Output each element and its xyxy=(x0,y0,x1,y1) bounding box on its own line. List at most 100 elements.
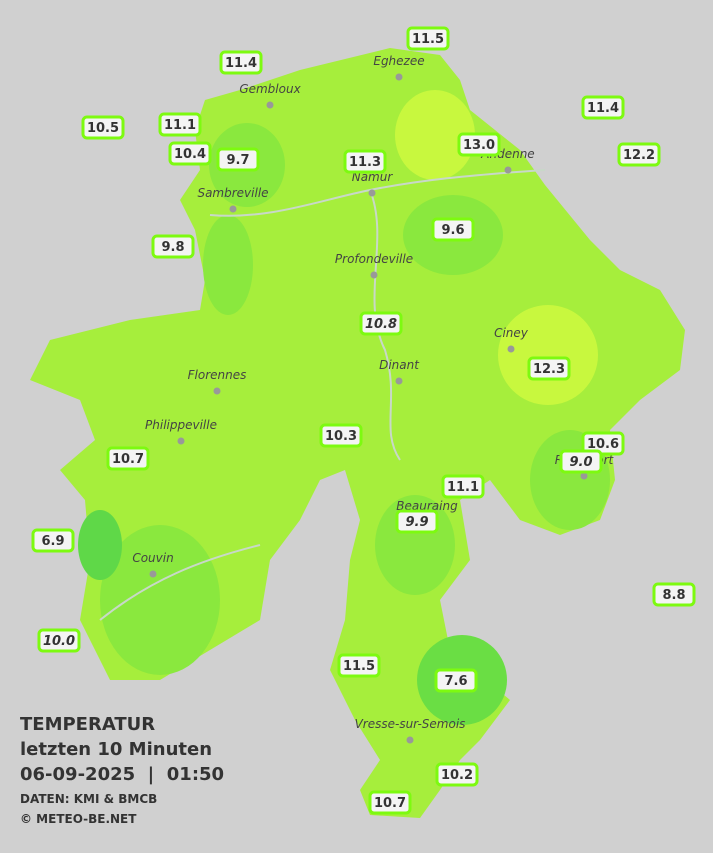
station-box xyxy=(106,446,150,471)
stations: 11.5 11.4 11.4 10.5 11.1 10.4 9.7 11.3 13.0 12.2 9… xyxy=(31,26,696,815)
station: 7.6 xyxy=(434,668,478,693)
station-value: 11.3 xyxy=(349,155,381,170)
cool-zone xyxy=(203,215,253,315)
station-box xyxy=(652,582,696,607)
city-dot xyxy=(370,271,378,279)
city-label: Couvin xyxy=(132,551,173,565)
station-box xyxy=(368,790,412,815)
station: 9.7 xyxy=(216,147,260,172)
city-dot xyxy=(213,387,221,395)
station-box xyxy=(219,50,263,75)
station-value: 10.7 xyxy=(374,796,406,811)
warm-zone xyxy=(395,90,475,180)
city-label: Florennes xyxy=(188,368,247,382)
city-label: Vresse-sur-Semois xyxy=(355,717,466,731)
cities: EghezeeGemblouxNamurAndenneSambrevillePr… xyxy=(132,54,615,744)
station: 9.8 xyxy=(151,234,195,259)
city-dot xyxy=(395,73,403,81)
station-box xyxy=(337,653,381,678)
station-box xyxy=(435,762,479,787)
city-dot xyxy=(229,205,237,213)
station-value: 10.5 xyxy=(87,121,119,136)
city-dot xyxy=(507,345,515,353)
city-label: Dinant xyxy=(379,358,420,372)
station-value: 9.7 xyxy=(226,153,249,168)
station-value: 10.3 xyxy=(325,429,357,444)
station-box xyxy=(581,95,625,120)
station-box xyxy=(81,115,125,140)
city-dot xyxy=(177,437,185,445)
city-dot xyxy=(266,101,274,109)
station: 11.4 xyxy=(219,50,263,75)
station-value: 10.4 xyxy=(174,147,206,162)
station: 10.4 xyxy=(168,141,212,166)
station-value: 13.0 xyxy=(463,138,495,153)
copyright: © METEO-BE.NET xyxy=(20,812,137,826)
station: 6.9 xyxy=(31,528,75,553)
station: 10.7 xyxy=(106,446,150,471)
city-label: Gembloux xyxy=(239,82,301,96)
station-value: 10.6 xyxy=(587,437,619,452)
station: 9.9 xyxy=(395,509,439,534)
city-label: Eghezee xyxy=(373,54,424,68)
station-value: 10.0 xyxy=(43,634,75,649)
city-label: Ciney xyxy=(494,326,529,340)
station: 10.8 xyxy=(359,311,403,336)
station-box xyxy=(581,431,625,456)
station: 11.5 xyxy=(337,653,381,678)
station-box xyxy=(434,668,478,693)
station-value: 10.2 xyxy=(441,768,473,783)
station-box xyxy=(319,423,363,448)
station-box xyxy=(431,217,475,242)
station: 9.6 xyxy=(431,217,475,242)
warm-zone xyxy=(498,305,598,405)
station-value: 10.7 xyxy=(112,452,144,467)
station-value: 9.8 xyxy=(161,240,184,255)
station-value: 9.6 xyxy=(441,223,464,238)
city-label: Sambreville xyxy=(197,186,268,200)
station-box xyxy=(359,311,403,336)
station-box xyxy=(395,509,439,534)
station-box xyxy=(559,449,603,474)
station-box xyxy=(343,149,387,174)
station-value: 10.8 xyxy=(365,317,397,332)
station: 10.3 xyxy=(319,423,363,448)
station-value: 11.1 xyxy=(447,480,479,495)
station-box xyxy=(457,132,501,157)
city-dot xyxy=(406,736,414,744)
station: 10.6 xyxy=(581,431,625,456)
city-dot xyxy=(504,166,512,174)
source: DATEN: KMI & BMCB xyxy=(20,792,157,806)
station-value: 6.9 xyxy=(41,534,64,549)
station: 13.0 xyxy=(457,132,501,157)
city-dot xyxy=(149,570,157,578)
station-box xyxy=(168,141,212,166)
station: 11.1 xyxy=(441,474,485,499)
datetime: 06-09-2025 | 01:50 xyxy=(20,764,224,785)
station: 11.4 xyxy=(581,95,625,120)
station: 8.8 xyxy=(652,582,696,607)
station-box xyxy=(441,474,485,499)
station-box xyxy=(31,528,75,553)
station-box xyxy=(406,26,450,51)
cool-zone xyxy=(100,525,220,675)
station: 11.5 xyxy=(406,26,450,51)
station-value: 11.1 xyxy=(164,118,196,133)
station-box xyxy=(527,356,571,381)
station-box xyxy=(216,147,260,172)
station-value: 9.9 xyxy=(405,515,428,530)
station-box xyxy=(158,112,202,137)
station-value: 7.6 xyxy=(444,674,467,689)
station: 11.3 xyxy=(343,149,387,174)
station-value: 11.4 xyxy=(587,101,619,116)
cold-zone xyxy=(78,510,122,580)
station: 9.0 xyxy=(559,449,603,474)
station-value: 11.4 xyxy=(225,56,257,71)
station-value: 12.2 xyxy=(623,148,655,163)
city-label: Philippeville xyxy=(145,418,217,432)
station: 11.1 xyxy=(158,112,202,137)
station-box xyxy=(617,142,661,167)
station: 10.5 xyxy=(81,115,125,140)
station: 10.2 xyxy=(435,762,479,787)
